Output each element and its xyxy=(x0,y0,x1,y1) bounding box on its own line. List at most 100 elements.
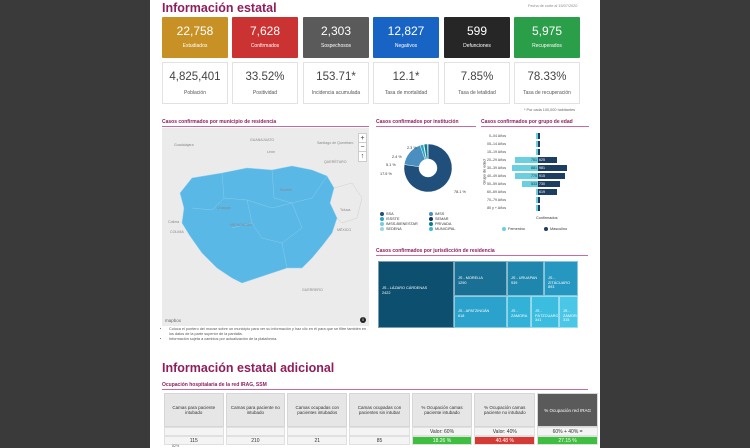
kpi-estudiados: 22,758 Estudiados xyxy=(162,17,228,58)
bar-masculino[interactable] xyxy=(538,149,540,155)
pie-data-label: 5.1 % xyxy=(386,163,396,167)
section2-title: Información estatal adicional xyxy=(162,361,335,375)
legend-imss[interactable]: IMSS xyxy=(429,212,444,216)
bar-femenino[interactable] xyxy=(536,149,538,155)
bar-masculino[interactable] xyxy=(538,141,540,147)
bar-masculino[interactable]: 625 xyxy=(538,157,557,163)
tile-zitacuaro[interactable]: JS - ZITÁCUARO 893 xyxy=(544,261,578,296)
map-label: MICHOACÁN xyxy=(230,223,252,227)
map-label: Morelia xyxy=(280,188,292,192)
bar-femenino[interactable]: 533 xyxy=(522,181,538,187)
tile-uruapan[interactable]: JS - URUAPAN 939 xyxy=(507,261,544,296)
table-row: 115 210 21 85 18.26 % 40.48 % 27.15 % xyxy=(164,436,598,445)
age-chart-xlabel: Confirmados xyxy=(536,216,558,220)
table-cell xyxy=(164,427,224,436)
legend-privada[interactable]: PRIVADA xyxy=(429,222,451,226)
table-cell: 115 xyxy=(164,436,224,445)
table-cell: 210 xyxy=(225,436,286,445)
th-pct-no-intubado: % Ocupación camas paciente no intubado xyxy=(474,393,536,427)
age-group-label: 30–39 Años xyxy=(487,166,506,170)
map-label: León xyxy=(267,150,275,154)
bar-femenino[interactable]: 751 xyxy=(515,157,538,163)
pie-data-label: 2.4 % xyxy=(392,155,402,159)
table-cell: 27.15 % xyxy=(537,436,598,445)
tile-lazaro-cardenas[interactable]: JS - LÁZARO CÁRDENAS 2422 xyxy=(378,261,454,328)
kpi-recuperados: 5,975 Recuperados xyxy=(514,17,580,58)
th-pct-intubado: % Ocupación camas paciente intubado xyxy=(411,393,473,427)
bar-femenino[interactable] xyxy=(536,205,538,211)
michoacan-shape[interactable] xyxy=(179,165,338,284)
map-canvas[interactable] xyxy=(162,128,369,326)
table-cell: 60% + 40% = xyxy=(537,427,598,436)
stat-poblacion: 4,825,401 Población xyxy=(162,62,228,104)
institution-pie[interactable] xyxy=(374,128,474,208)
age-group-label: 60–69 Años xyxy=(487,190,506,194)
legend-issste[interactable]: ISSSTE xyxy=(380,217,400,221)
th-ocupadas-intubados: Camas ocupadas con pacientes intubados xyxy=(287,393,348,427)
tile-zamora-2[interactable]: JS - ZAMORA 315 xyxy=(559,296,578,328)
mapbox-logo[interactable]: mapbox xyxy=(165,318,182,323)
table-cell: 18.26 % xyxy=(411,436,473,445)
hosp-title: Ocupación hospitalaria de la red IRAG, S… xyxy=(162,382,267,388)
pie-slice-ssa[interactable] xyxy=(403,143,453,193)
zoom-in-button[interactable]: + xyxy=(359,135,366,143)
tile-patzcuaro[interactable]: JS - PÁTZCUARO 341 xyxy=(531,296,559,328)
compass-button[interactable]: ↑ xyxy=(360,153,365,160)
bar-masculino[interactable] xyxy=(538,133,540,139)
age-chart-ylabel: Grupo de edad xyxy=(482,159,487,185)
bar-femenino[interactable] xyxy=(536,141,538,147)
stat-mortalidad: 12.1* Tasa de mortalidad xyxy=(373,62,439,104)
zoom-out-button[interactable]: − xyxy=(359,144,366,152)
tile-zamora[interactable]: JS - ZAMORA xyxy=(507,296,531,328)
stat-positividad: 33.52% Positividad xyxy=(232,62,298,104)
map-info-icon[interactable]: i xyxy=(360,317,366,323)
age-group-label: 0–04 Años xyxy=(489,134,506,138)
viewer-right-margin xyxy=(600,0,750,448)
th-camas-intubado: Camas para paciente intubado xyxy=(164,393,224,427)
hospital-occupancy-table: Camas para paciente intubado Camas para … xyxy=(162,393,600,445)
table-cell: 40.48 % xyxy=(474,436,536,445)
map-section-rule xyxy=(162,126,369,127)
viewer-left-margin xyxy=(0,0,150,448)
table-cell xyxy=(225,427,286,436)
legend-semar[interactable]: SEMAR xyxy=(429,217,449,221)
legend-masculino[interactable]: Masculino xyxy=(544,227,567,231)
bar-femenino[interactable] xyxy=(536,197,538,203)
legend-municipal[interactable]: MUNICIPAL xyxy=(429,227,455,231)
jurisdiction-treemap: JS - LÁZARO CÁRDENAS 2422 JS - MORELIA 129… xyxy=(378,261,578,328)
bar-femenino[interactable]: 881 xyxy=(511,165,538,171)
legend-imss-bienestar[interactable]: IMSS-BIENESTAR xyxy=(380,222,418,226)
tile-morelia[interactable]: JS - MORELIA 1290 xyxy=(454,261,507,296)
pie-data-label: 2.3 % xyxy=(407,146,417,150)
bar-masculino[interactable]: 619 xyxy=(538,189,557,195)
municipality-borders xyxy=(191,169,328,269)
bar-masculino[interactable]: 981 xyxy=(538,165,568,171)
legend-sedena[interactable]: SEDENA xyxy=(380,227,402,231)
table-cell: 21 xyxy=(287,436,348,445)
stat-letalidad: 7.85% Tasa de letalidad xyxy=(444,62,510,104)
bar-femenino[interactable]: 775 xyxy=(514,173,538,179)
table-cell: Valor: 60% xyxy=(411,427,473,436)
tile-apatzingan[interactable]: JS - APATZINGÁN 618 xyxy=(454,296,507,328)
map-label: Colima xyxy=(168,220,180,224)
legend-femenino[interactable]: Femenino xyxy=(502,227,525,231)
map-note: Información sujeta a cambios por actuali… xyxy=(169,337,372,342)
municipality-map[interactable]: Guadalajara GUANAJUATO Santiago de Queré… xyxy=(162,128,369,326)
institution-chart: 2.3 % 2.4 % 5.1 % 17.5 % 78.1 % SSA IMSS… xyxy=(374,128,474,240)
legend-ssa[interactable]: SSA xyxy=(380,212,394,216)
bar-femenino[interactable] xyxy=(536,133,538,139)
state-border xyxy=(333,182,363,224)
institution-section-rule xyxy=(376,126,476,127)
map-label: Guadalajara xyxy=(174,143,194,147)
bar-masculino[interactable]: 730 xyxy=(538,181,560,187)
bar-femenino[interactable] xyxy=(536,189,538,195)
age-group-label: 05–14 Años xyxy=(487,142,506,146)
map-label: GUERRERO xyxy=(302,288,323,292)
age-section-rule xyxy=(481,126,589,127)
report-page: Información estatal Fecha de corte al 15… xyxy=(150,0,600,448)
age-group-label: 70–79 Años xyxy=(487,198,506,202)
bar-masculino[interactable]: 915 xyxy=(538,173,566,179)
kpi-negativos: 12,827 Negativos xyxy=(373,17,439,58)
bar-masculino[interactable] xyxy=(538,197,540,203)
bar-masculino[interactable] xyxy=(538,205,540,211)
